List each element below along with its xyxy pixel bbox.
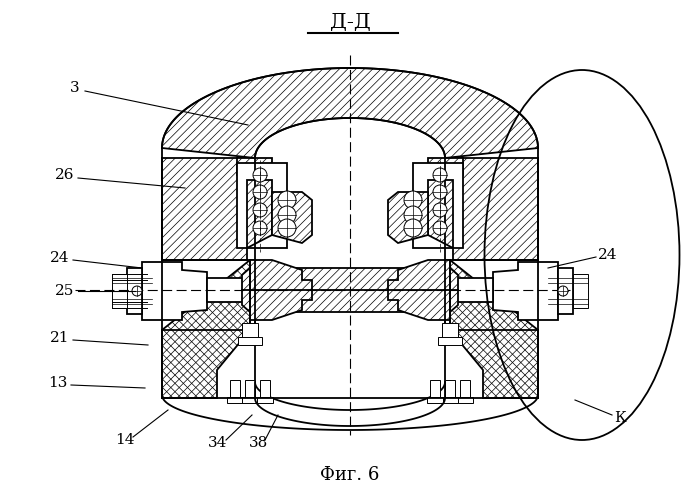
Bar [207, 278, 493, 302]
Bar [427, 397, 443, 403]
Bar [442, 397, 458, 403]
Polygon shape [162, 260, 250, 398]
Circle shape [278, 191, 296, 209]
Bar [230, 380, 240, 398]
Text: 24: 24 [50, 251, 70, 265]
Circle shape [278, 206, 296, 224]
Polygon shape [237, 163, 287, 248]
Polygon shape [162, 68, 350, 158]
Text: 13: 13 [48, 376, 68, 390]
Circle shape [404, 206, 422, 224]
Polygon shape [493, 262, 558, 320]
Polygon shape [242, 268, 458, 312]
Polygon shape [247, 180, 272, 248]
Circle shape [253, 185, 267, 199]
Circle shape [278, 219, 296, 237]
Text: 3: 3 [70, 81, 80, 95]
Polygon shape [127, 268, 142, 314]
Polygon shape [237, 158, 272, 175]
Text: Д-Д: Д-Д [330, 12, 370, 31]
Polygon shape [250, 260, 312, 320]
Circle shape [433, 203, 447, 217]
Bar [460, 380, 470, 398]
Bar [438, 337, 462, 345]
Polygon shape [428, 180, 453, 248]
Text: К: К [614, 411, 626, 425]
Circle shape [433, 221, 447, 235]
Bar [457, 397, 473, 403]
Circle shape [253, 203, 267, 217]
Polygon shape [112, 274, 127, 308]
Polygon shape [162, 158, 267, 260]
Text: Фиг. 6: Фиг. 6 [321, 466, 379, 484]
Polygon shape [433, 158, 538, 260]
Text: 14: 14 [116, 433, 134, 447]
Polygon shape [350, 68, 538, 158]
Polygon shape [388, 260, 450, 320]
Circle shape [404, 219, 422, 237]
Polygon shape [250, 260, 255, 330]
Polygon shape [272, 192, 312, 243]
Polygon shape [445, 260, 450, 330]
Text: 26: 26 [55, 168, 75, 182]
Bar [442, 323, 458, 338]
Bar [227, 397, 243, 403]
Polygon shape [413, 163, 463, 248]
Bar [245, 380, 255, 398]
Text: 34: 34 [209, 436, 228, 450]
Circle shape [253, 168, 267, 182]
Polygon shape [573, 274, 588, 308]
Circle shape [253, 221, 267, 235]
Bar [257, 397, 273, 403]
Circle shape [433, 168, 447, 182]
Bar [238, 337, 262, 345]
Circle shape [404, 191, 422, 209]
Circle shape [132, 286, 142, 296]
Bar [445, 380, 455, 398]
Polygon shape [388, 192, 428, 243]
Polygon shape [428, 158, 463, 175]
Text: 25: 25 [55, 284, 75, 298]
Bar [260, 380, 270, 398]
Text: 24: 24 [598, 248, 617, 262]
Bar [430, 380, 440, 398]
Bar [242, 323, 258, 338]
Polygon shape [142, 262, 207, 320]
Circle shape [558, 286, 568, 296]
Text: 21: 21 [50, 331, 70, 345]
Circle shape [433, 185, 447, 199]
Text: 38: 38 [248, 436, 267, 450]
Polygon shape [450, 260, 538, 398]
Bar [242, 397, 258, 403]
Polygon shape [558, 268, 573, 314]
